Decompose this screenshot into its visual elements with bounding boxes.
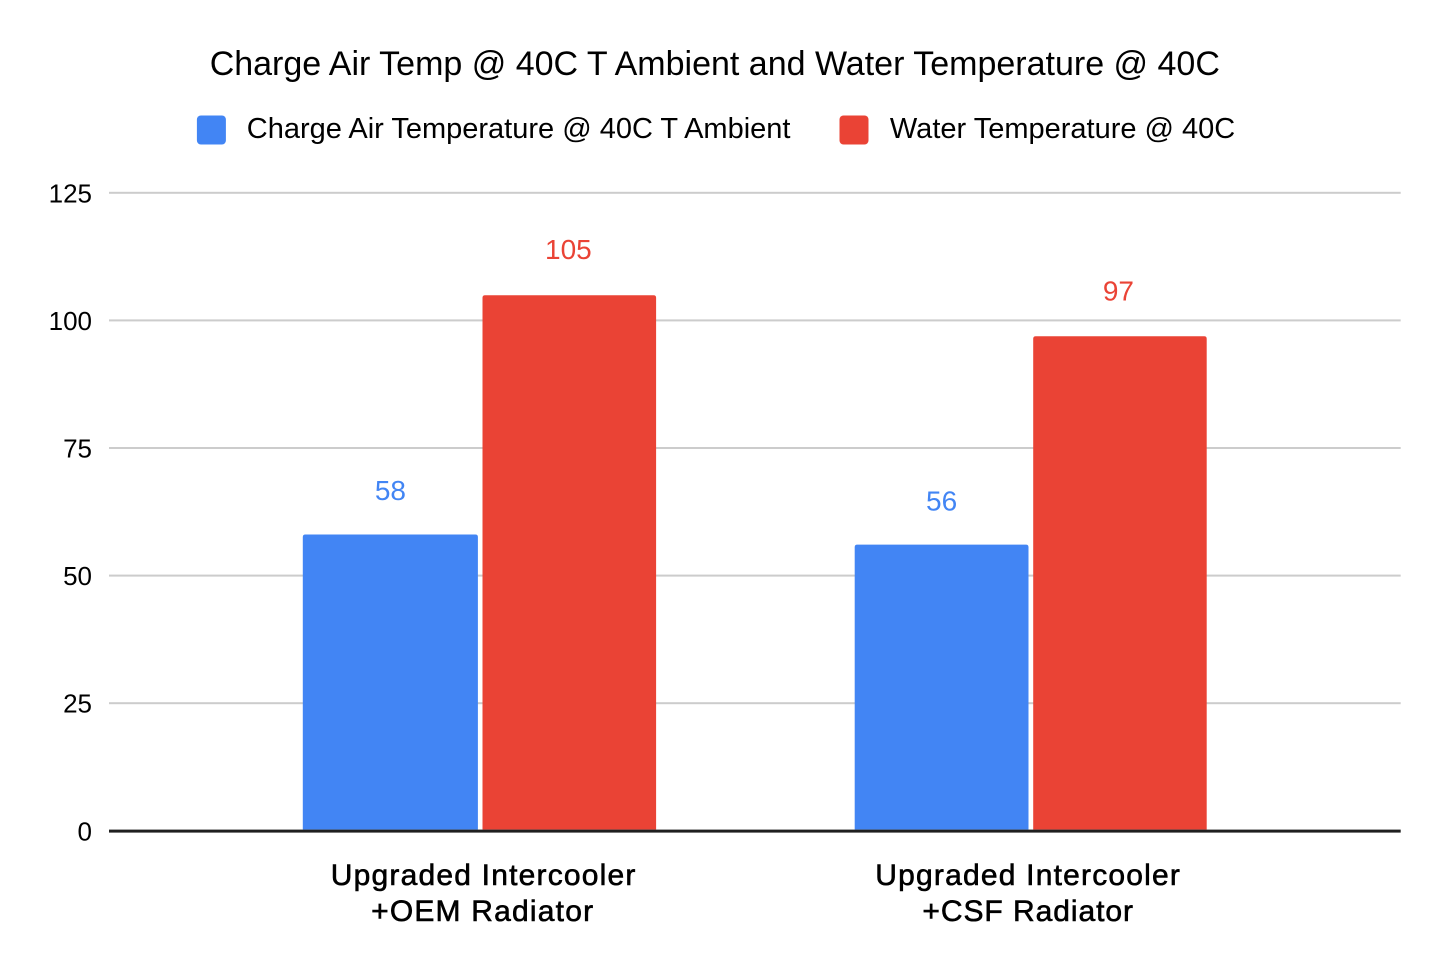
svg-text:50: 50: [63, 561, 92, 591]
svg-text:+OEM Radiator: +OEM Radiator: [371, 895, 594, 928]
svg-text:Water Temperature @ 40C: Water Temperature @ 40C: [890, 113, 1235, 145]
svg-text:105: 105: [545, 234, 592, 265]
svg-text:Charge Air Temp @ 40C T Ambien: Charge Air Temp @ 40C T Ambient and Wate…: [210, 45, 1220, 83]
svg-text:Charge Air Temperature @ 40C T: Charge Air Temperature @ 40C T Ambient: [247, 113, 791, 145]
svg-text:97: 97: [1103, 276, 1134, 307]
svg-text:56: 56: [926, 485, 957, 516]
svg-text:58: 58: [375, 475, 406, 506]
svg-text:25: 25: [63, 689, 92, 719]
svg-text:0: 0: [78, 816, 92, 846]
svg-text:100: 100: [49, 306, 92, 336]
svg-text:Upgraded Intercooler: Upgraded Intercooler: [875, 859, 1181, 892]
svg-text:75: 75: [63, 434, 92, 464]
svg-text:Upgraded Intercooler: Upgraded Intercooler: [331, 859, 637, 892]
svg-text:125: 125: [49, 178, 92, 208]
svg-text:+CSF Radiator: +CSF Radiator: [922, 895, 1134, 928]
